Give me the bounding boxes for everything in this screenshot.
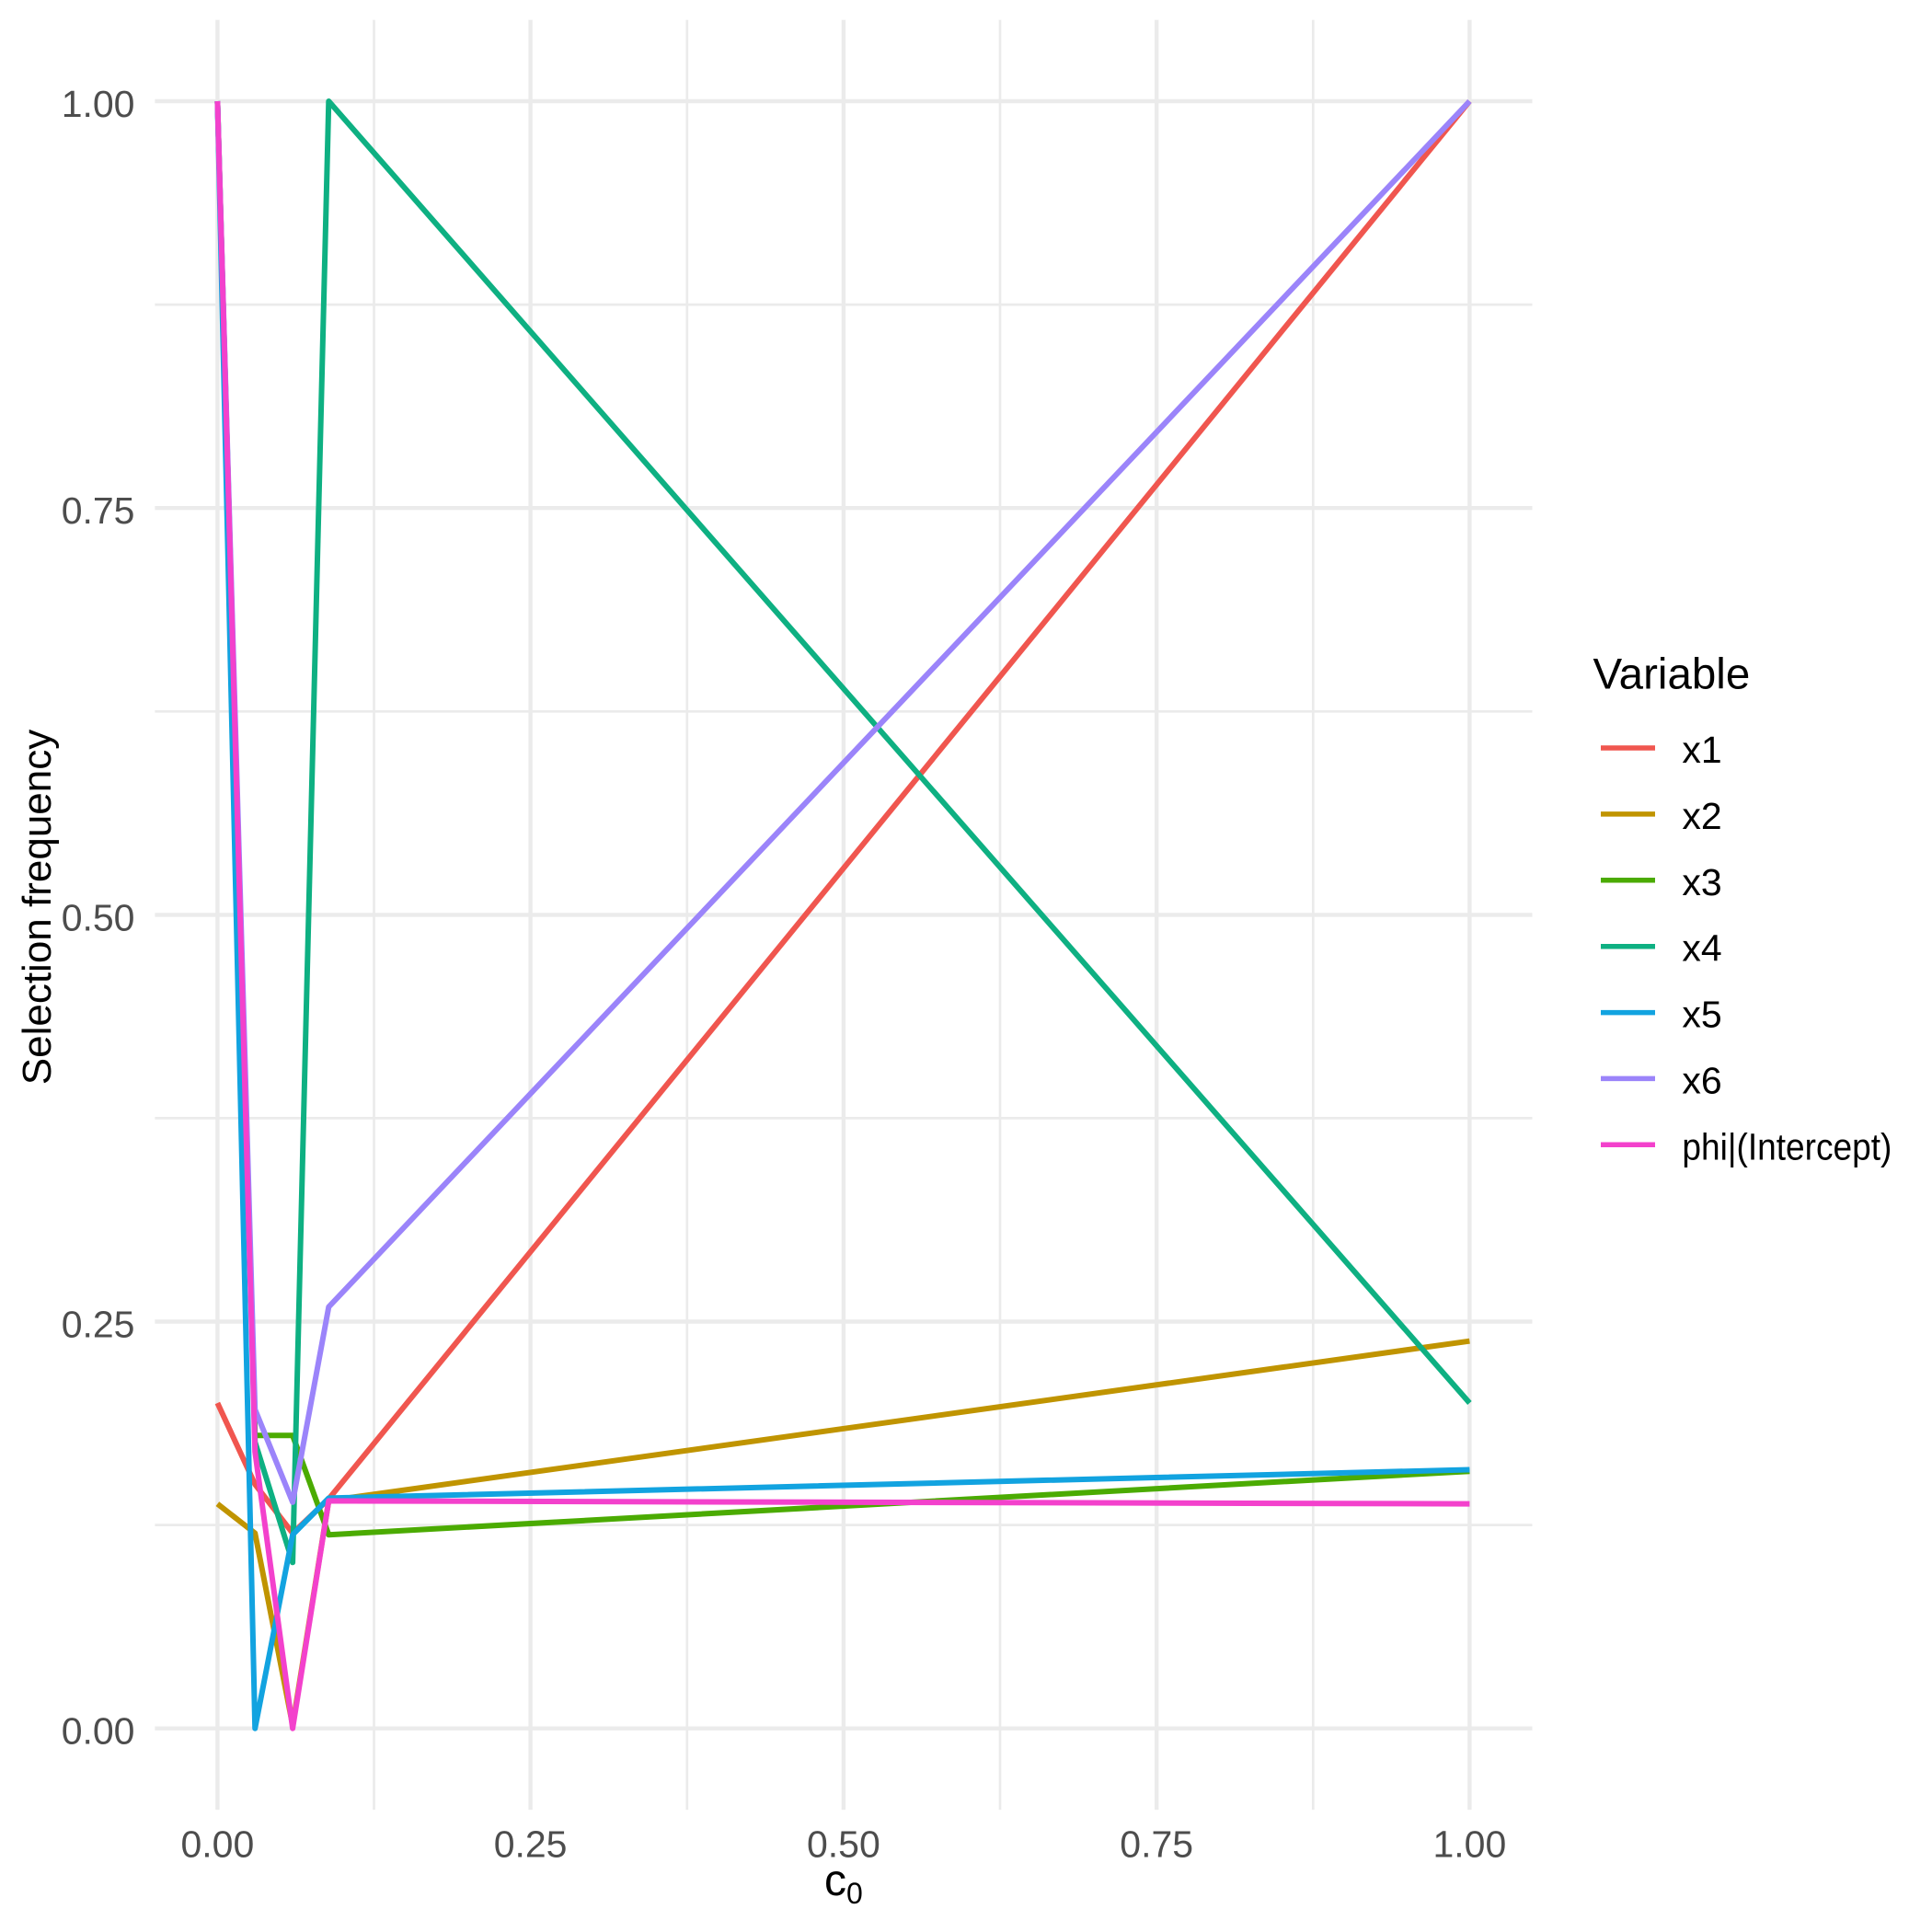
svg-text:0: 0 [846, 1877, 863, 1910]
svg-text:x5: x5 [1682, 994, 1721, 1036]
svg-text:0.50: 0.50 [62, 896, 135, 938]
svg-text:phi|(Intercept): phi|(Intercept) [1682, 1125, 1892, 1167]
svg-text:Variable: Variable [1593, 650, 1751, 699]
svg-text:0.75: 0.75 [1120, 1823, 1193, 1866]
svg-text:0.75: 0.75 [62, 489, 135, 532]
svg-text:0.25: 0.25 [62, 1304, 135, 1346]
svg-text:x1: x1 [1682, 729, 1721, 771]
svg-text:x2: x2 [1682, 795, 1721, 837]
svg-text:c: c [824, 1857, 846, 1905]
svg-text:Selection frequency: Selection frequency [15, 730, 60, 1085]
svg-text:0.50: 0.50 [807, 1823, 880, 1866]
svg-text:1.00: 1.00 [1432, 1823, 1506, 1866]
svg-text:x6: x6 [1682, 1059, 1721, 1101]
svg-text:0.25: 0.25 [494, 1823, 568, 1866]
svg-text:0.00: 0.00 [180, 1823, 254, 1866]
svg-text:x4: x4 [1682, 927, 1721, 970]
svg-text:0.00: 0.00 [62, 1710, 135, 1753]
svg-text:1.00: 1.00 [62, 83, 135, 125]
svg-text:x3: x3 [1682, 861, 1721, 903]
